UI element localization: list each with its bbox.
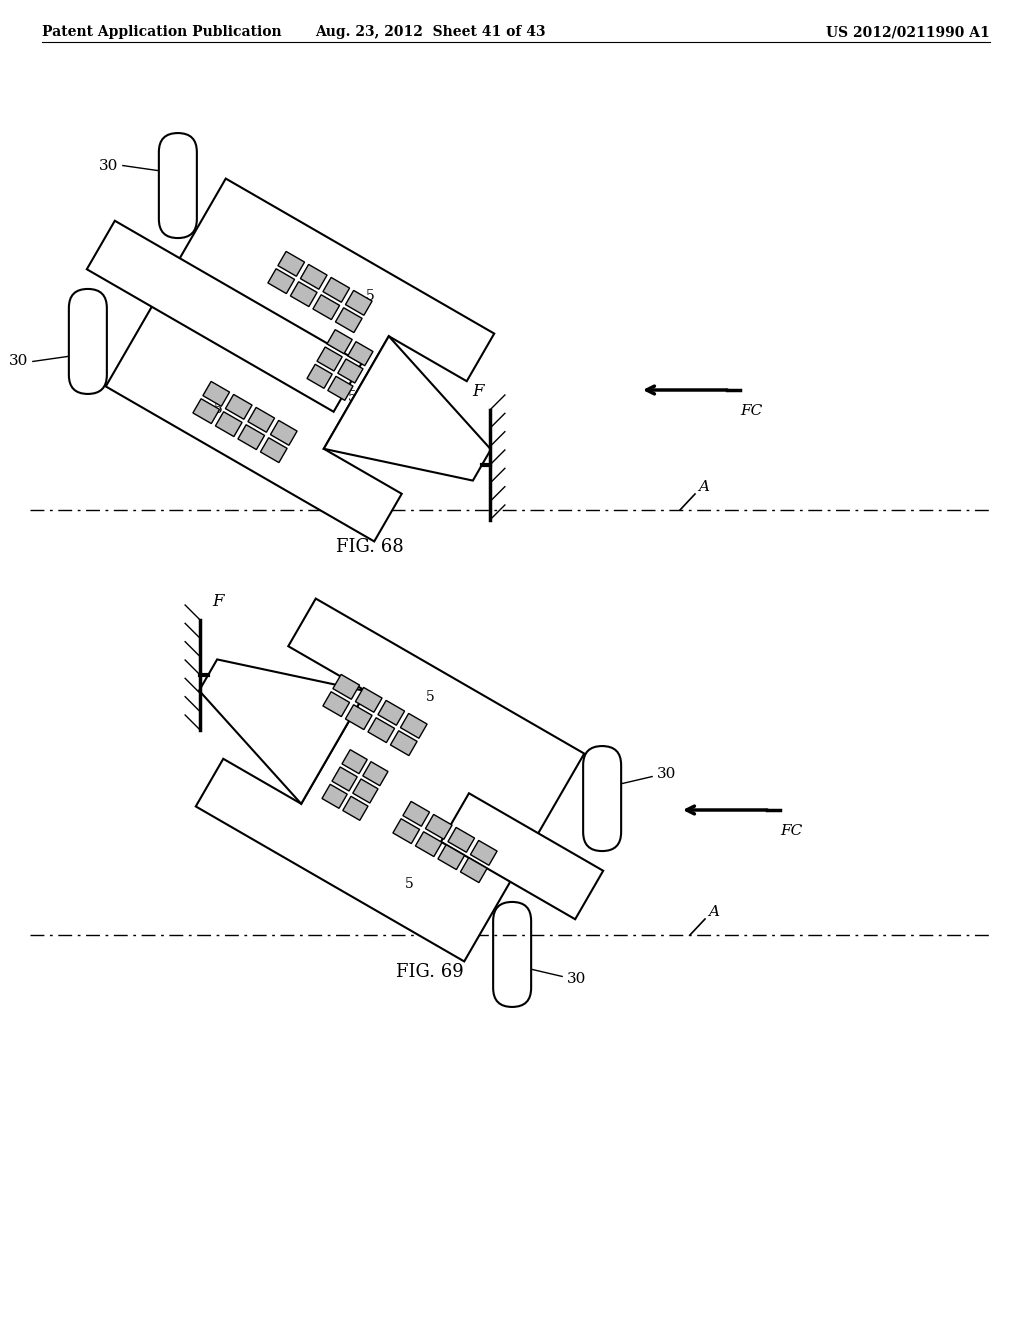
Polygon shape [425,814,452,840]
Text: 30: 30 [8,355,28,368]
Polygon shape [105,178,495,541]
FancyBboxPatch shape [69,289,106,393]
Text: 5: 5 [367,770,376,783]
Text: FIG. 68: FIG. 68 [336,539,403,556]
Polygon shape [317,347,342,371]
Polygon shape [461,858,487,883]
Text: 5: 5 [406,876,414,891]
Polygon shape [441,793,603,919]
Polygon shape [199,660,367,804]
Text: FC: FC [740,404,762,418]
Text: 30: 30 [657,767,677,780]
Polygon shape [324,337,490,480]
Polygon shape [278,251,304,276]
Polygon shape [215,412,242,437]
Polygon shape [332,767,357,791]
Text: FIG. 69: FIG. 69 [396,964,464,981]
Text: US 2012/0211990 A1: US 2012/0211990 A1 [826,25,990,40]
Polygon shape [342,750,368,774]
Polygon shape [203,381,229,407]
FancyBboxPatch shape [583,746,622,851]
Text: 30: 30 [98,158,118,173]
Polygon shape [400,713,427,738]
Polygon shape [470,841,497,866]
Polygon shape [196,598,585,961]
Polygon shape [416,832,442,857]
Polygon shape [393,818,420,843]
FancyBboxPatch shape [159,133,197,238]
Polygon shape [323,692,349,717]
Polygon shape [447,828,474,853]
Text: A: A [698,480,709,494]
Polygon shape [238,425,264,450]
Polygon shape [345,290,372,315]
Polygon shape [260,438,287,462]
Polygon shape [353,779,378,803]
Polygon shape [328,376,353,400]
Polygon shape [268,269,295,293]
Polygon shape [193,399,219,424]
Text: 5: 5 [426,690,435,704]
Polygon shape [343,796,368,820]
Text: F: F [212,593,224,610]
Text: A: A [708,906,719,919]
Polygon shape [313,294,340,319]
Polygon shape [390,731,417,755]
Polygon shape [362,762,388,785]
Polygon shape [327,330,352,354]
Polygon shape [368,718,394,743]
Polygon shape [248,408,274,432]
FancyBboxPatch shape [494,902,531,1007]
Polygon shape [87,220,361,412]
Polygon shape [345,705,372,730]
Text: 5: 5 [214,401,223,416]
Text: F: F [472,383,483,400]
Polygon shape [291,281,317,306]
Polygon shape [348,342,373,366]
Polygon shape [378,701,404,725]
Polygon shape [336,308,362,333]
Text: 5: 5 [348,389,356,404]
Text: 5: 5 [366,289,375,304]
Polygon shape [402,801,429,826]
Polygon shape [322,784,347,808]
Polygon shape [323,277,349,302]
Polygon shape [338,359,364,383]
Polygon shape [270,420,297,445]
Text: Patent Application Publication: Patent Application Publication [42,25,282,40]
Text: 30: 30 [567,973,587,986]
Text: Aug. 23, 2012  Sheet 41 of 43: Aug. 23, 2012 Sheet 41 of 43 [314,25,546,40]
Polygon shape [307,364,332,388]
Polygon shape [300,264,327,289]
Polygon shape [333,675,359,700]
Polygon shape [355,688,382,713]
Text: FC: FC [780,824,802,838]
Polygon shape [438,845,465,870]
Polygon shape [225,395,252,420]
